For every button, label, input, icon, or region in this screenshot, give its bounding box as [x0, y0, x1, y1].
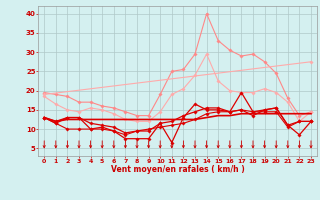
X-axis label: Vent moyen/en rafales ( km/h ): Vent moyen/en rafales ( km/h ) — [111, 165, 244, 174]
